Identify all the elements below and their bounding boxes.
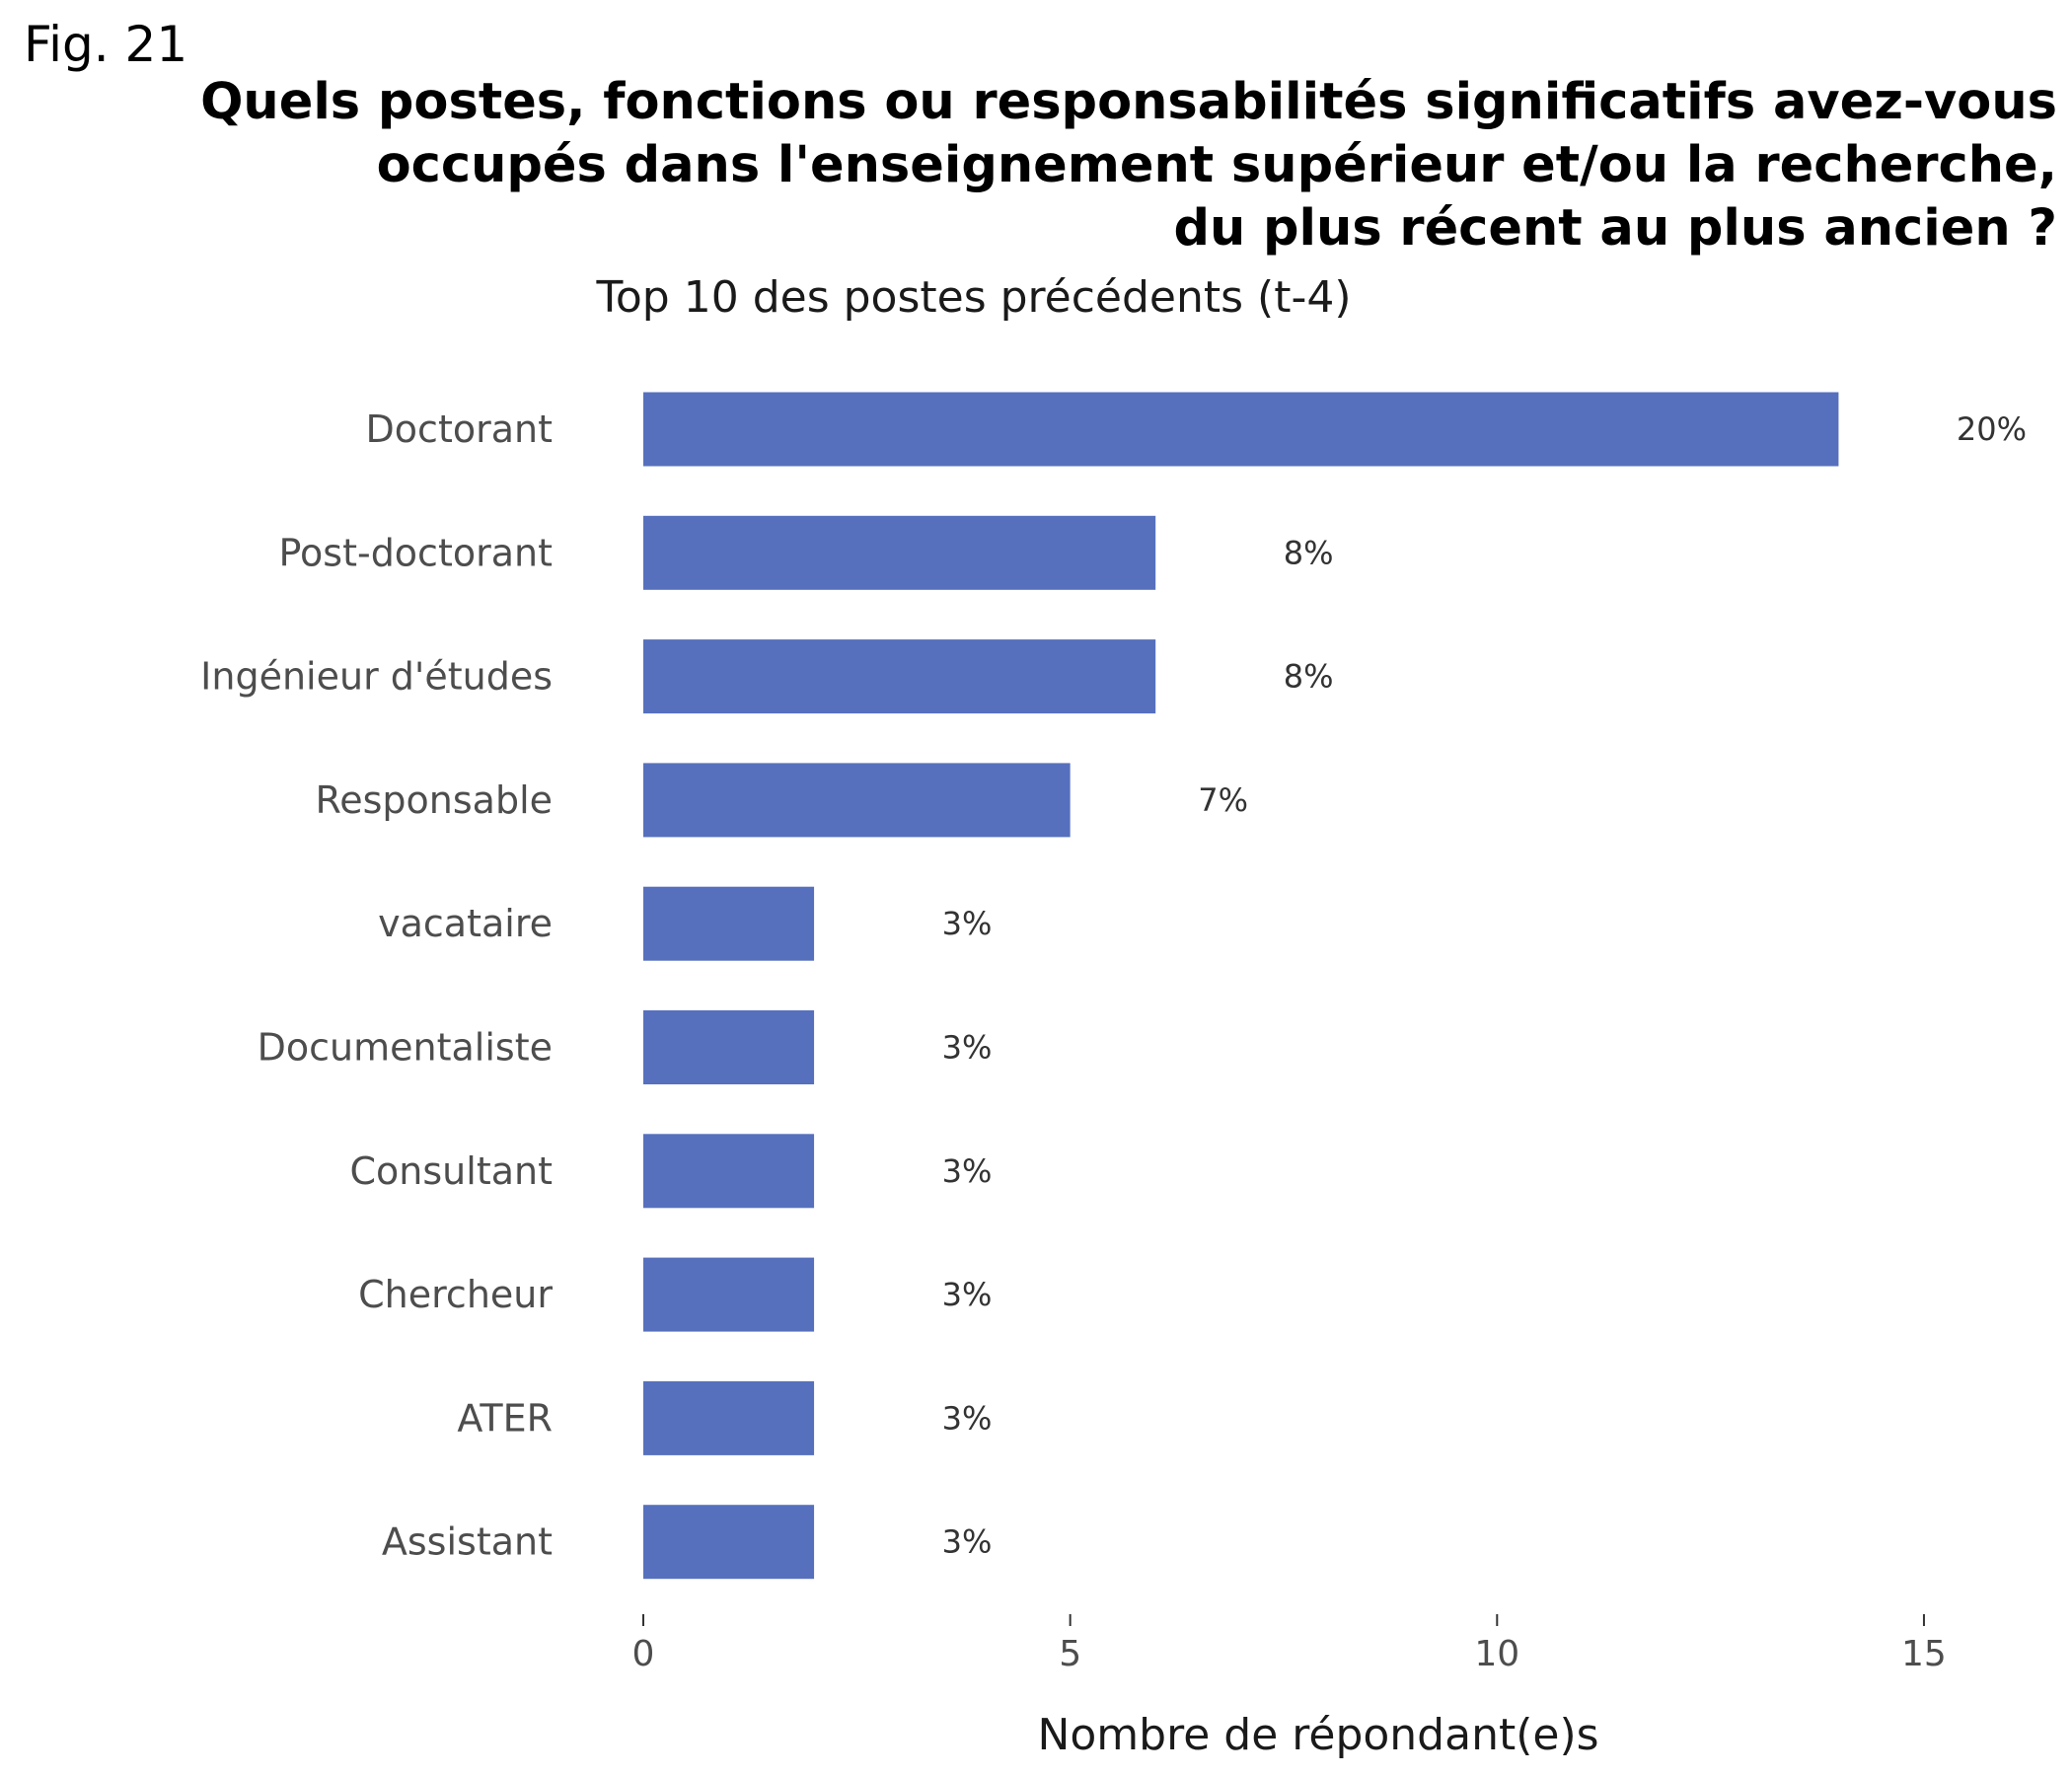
- chart-title-line: du plus récent au plus ancien ?: [1173, 199, 2057, 258]
- data-label: 3%: [942, 1276, 993, 1313]
- data-label: 3%: [942, 905, 993, 942]
- data-label: 8%: [1284, 658, 1334, 696]
- category-label: Assistant: [382, 1520, 553, 1564]
- x-tick-label: 5: [1059, 1634, 1081, 1674]
- category-label: Doctorant: [366, 407, 553, 451]
- chart-title: Quels postes, fonctions ou responsabilit…: [35, 71, 2057, 260]
- bars-layer: Doctorant 20% Post-doctorant 8% Ingénieur d'…: [200, 392, 2027, 1580]
- x-axis: 0 5 10 15: [632, 1614, 1947, 1674]
- bar: [643, 886, 815, 961]
- x-tick-label: 10: [1474, 1634, 1519, 1674]
- chart-subtitle: Top 10 des postes précédents (t-4): [596, 272, 1352, 323]
- category-label: Ingénieur d'études: [200, 655, 553, 699]
- data-label: 3%: [942, 1152, 993, 1190]
- data-label: 7%: [1198, 781, 1248, 819]
- bar: [643, 763, 1071, 838]
- data-label: 3%: [942, 1029, 993, 1067]
- bar: [643, 515, 1156, 590]
- data-label: 8%: [1284, 534, 1334, 571]
- category-label: Consultant: [350, 1149, 553, 1193]
- bar: [643, 392, 1839, 467]
- category-label: Documentaliste: [258, 1026, 553, 1070]
- category-label: Chercheur: [358, 1273, 553, 1316]
- bar: [643, 1010, 815, 1084]
- bar: [643, 1380, 815, 1455]
- data-label: 3%: [942, 1399, 993, 1437]
- data-label: 20%: [1957, 410, 2027, 448]
- category-label: Post-doctorant: [278, 531, 553, 574]
- chart-title-line: Quels postes, fonctions ou responsabilit…: [200, 73, 2057, 131]
- category-label: vacataire: [378, 902, 553, 945]
- bar: [643, 1505, 815, 1580]
- x-axis-title: Nombre de répondant(e)s: [1037, 1710, 1598, 1760]
- x-tick-label: 15: [1901, 1634, 1947, 1674]
- x-tick-label: 0: [632, 1634, 655, 1674]
- figure-number: Fig. 21: [24, 16, 188, 73]
- data-label: 3%: [942, 1523, 993, 1561]
- category-label: ATER: [457, 1396, 553, 1440]
- category-label: Responsable: [316, 778, 553, 822]
- bar: [643, 1134, 815, 1209]
- bar: [643, 1257, 815, 1332]
- chart-title-line: occupés dans l'enseignement supérieur et…: [376, 136, 2057, 194]
- bar: [643, 639, 1156, 714]
